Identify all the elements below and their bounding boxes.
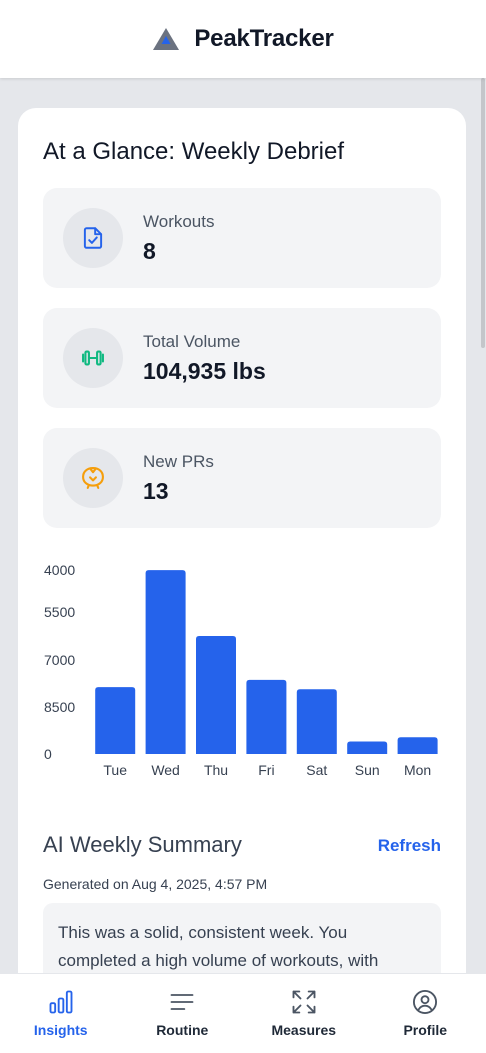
expand-arrows-icon (292, 990, 316, 1014)
stat-label: Workouts (143, 212, 215, 231)
stat-workouts: Workouts 8 (43, 188, 441, 288)
ai-summary-title: AI Weekly Summary (43, 832, 242, 857)
bar-sun[interactable] (347, 741, 388, 754)
nav-item-measures[interactable]: Measures (243, 974, 365, 1053)
y-tick-label: 5500 (44, 604, 75, 620)
x-tick-label: Sun (355, 762, 380, 778)
x-tick-label: Wed (151, 762, 180, 778)
nav-item-insights[interactable]: Insights (0, 974, 122, 1053)
bottom-nav: Insights Routine Measures Profile (0, 973, 486, 1053)
bar-sat[interactable] (296, 689, 337, 754)
stat-icon-circle (63, 328, 123, 388)
menu-lines-icon (170, 994, 194, 1010)
dumbbell-icon (82, 350, 104, 366)
x-tick-label: Tue (103, 762, 127, 778)
x-tick-label: Fri (258, 762, 274, 778)
y-tick-label: 8500 (44, 699, 75, 715)
nav-label: Insights (33, 1022, 88, 1038)
y-tick-label: 0 (44, 746, 52, 762)
x-tick-label: Mon (404, 762, 431, 778)
page-scrollbar[interactable] (480, 78, 486, 973)
app-header: PeakTracker (0, 0, 486, 78)
stat-icon-circle (63, 448, 123, 508)
stat-new-prs: New PRs 13 (43, 428, 441, 528)
stat-label: Total Volume (143, 332, 241, 351)
y-tick-label: 4000 (44, 562, 75, 578)
weekly-volume-chart: 0 8500 7000 5500 4000 Tue Wed Thu Fri Sat Sun Mon (18, 556, 466, 796)
y-tick-label: 7000 (44, 652, 75, 668)
refresh-button[interactable]: Refresh (377, 836, 441, 855)
stat-value: 8 (143, 238, 156, 264)
user-circle-icon (413, 989, 438, 1015)
bar-chart-icon (49, 990, 73, 1014)
app-title: PeakTracker (194, 25, 334, 52)
bar-mon[interactable] (397, 737, 438, 754)
x-tick-label: Thu (204, 762, 228, 778)
stat-value: 13 (143, 478, 169, 504)
stat-label: New PRs (143, 452, 214, 471)
bar-tue[interactable] (95, 687, 136, 754)
nav-label: Profile (403, 1022, 448, 1038)
bar-wed[interactable] (145, 570, 186, 754)
bar-thu[interactable] (196, 635, 236, 754)
document-check-icon (83, 227, 103, 249)
weekly-debrief-card: At a Glance: Weekly Debrief Workouts 8 (18, 108, 466, 1053)
mountain-logo-icon (153, 28, 180, 50)
nav-item-profile[interactable]: Profile (365, 974, 486, 1053)
nav-label: Routine (156, 1022, 209, 1038)
x-tick-label: Sat (306, 762, 327, 778)
trophy-badge-icon (82, 467, 104, 489)
generated-timestamp: Generated on Aug 4, 2025, 4:57 PM (43, 876, 268, 892)
stat-icon-circle (63, 208, 123, 268)
card-title: At a Glance: Weekly Debrief (43, 138, 345, 165)
stat-total-volume: Total Volume 104,935 lbs (43, 308, 441, 408)
nav-label: Measures (271, 1022, 337, 1038)
scrollbar-thumb[interactable] (481, 78, 485, 348)
bar-chart-svg: 0 8500 7000 5500 4000 Tue Wed Thu Fri Sat Sun Mon (44, 562, 438, 778)
stat-value: 104,935 lbs (143, 358, 266, 384)
bar-fri[interactable] (246, 679, 287, 754)
nav-item-routine[interactable]: Routine (122, 974, 244, 1053)
